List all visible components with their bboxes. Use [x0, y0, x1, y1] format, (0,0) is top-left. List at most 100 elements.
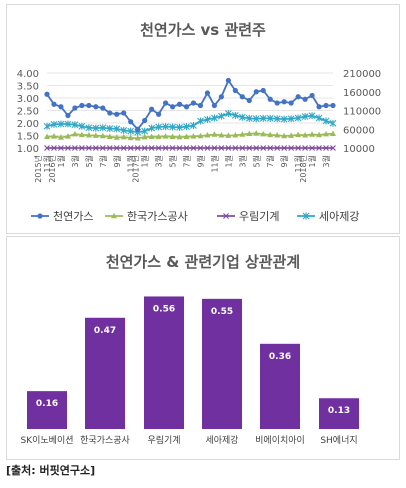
data-point	[190, 122, 197, 129]
data-point	[267, 96, 273, 102]
data-point	[78, 122, 86, 130]
data-point	[183, 123, 190, 131]
bar-value-label: 0.56	[153, 304, 175, 314]
data-point	[169, 133, 176, 139]
x-tick-label: 5월	[251, 155, 261, 167]
x-tick-label: 9월	[279, 155, 289, 167]
data-point	[128, 119, 134, 125]
data-point	[148, 124, 156, 132]
data-point	[295, 94, 301, 100]
data-point	[316, 104, 322, 110]
data-point	[316, 145, 322, 151]
data-point	[92, 124, 100, 132]
data-point	[65, 145, 71, 151]
y-left-tick-label: 2.50	[17, 107, 39, 118]
x-tick-label: 3월	[321, 155, 331, 167]
x-tick-label: 11월	[293, 155, 303, 173]
data-point	[253, 130, 260, 136]
data-point	[288, 145, 295, 151]
bar	[319, 398, 359, 429]
category-label: 세아제강	[205, 435, 238, 446]
data-point	[51, 101, 57, 107]
data-point	[113, 145, 120, 151]
x-tick-label: 3월	[237, 155, 247, 167]
data-point	[106, 133, 113, 139]
legend-label: 천연가스	[53, 209, 93, 223]
data-point	[78, 145, 85, 151]
data-point	[183, 104, 190, 110]
data-point	[197, 145, 204, 151]
data-point	[44, 145, 50, 151]
bar-value-label: 0.55	[211, 307, 233, 317]
data-point	[218, 94, 224, 100]
data-point	[239, 145, 246, 151]
data-point	[253, 145, 260, 151]
line-chart-svg: 4.00 3.503.00 2.502.00 1.501.00 210000 160000…	[17, 69, 381, 223]
y-left-tick-label: 2.00	[17, 119, 39, 130]
data-point	[162, 100, 169, 106]
data-point	[323, 145, 329, 151]
data-point	[218, 145, 225, 151]
y-left-tick-label: 3.00	[17, 94, 39, 105]
y-left-tick-label: 1.50	[17, 132, 39, 143]
data-point	[155, 123, 162, 131]
data-point	[302, 96, 308, 102]
data-point	[120, 133, 127, 140]
y-left-tick-label: 3.50	[17, 82, 39, 93]
bar	[85, 317, 125, 429]
data-point	[58, 145, 64, 151]
data-point	[316, 131, 323, 138]
data-point	[148, 145, 155, 151]
bar-value-label: 0.16	[36, 399, 58, 409]
source-note: [출처: 버핏연구소]	[6, 464, 96, 477]
category-label: 비에이치아이	[255, 434, 305, 446]
data-point	[51, 145, 57, 151]
x-tick-label: 9월	[195, 155, 205, 167]
data-point	[225, 145, 232, 151]
legend-item-3: 세아제강	[297, 210, 359, 223]
data-point	[85, 132, 92, 138]
data-point	[162, 145, 169, 151]
data-point	[99, 124, 107, 132]
data-point	[260, 87, 266, 94]
legend-item-2: 우림기계	[217, 210, 279, 223]
legend-label: 세아제강	[319, 210, 359, 223]
data-point	[127, 127, 135, 135]
data-point	[183, 133, 190, 139]
data-point	[121, 110, 127, 116]
data-point	[274, 145, 281, 151]
data-point	[155, 145, 162, 151]
data-point	[113, 134, 120, 140]
data-point	[281, 132, 288, 139]
data-point	[218, 112, 225, 120]
data-point	[134, 145, 141, 151]
data-point	[127, 145, 134, 151]
y-right-tick-label: 110000	[343, 107, 381, 118]
legend-item-1: 한국가스공사	[105, 210, 188, 223]
data-point	[141, 133, 148, 140]
data-point	[259, 114, 267, 122]
data-point	[99, 145, 106, 151]
data-point	[169, 104, 176, 110]
data-point	[218, 132, 225, 138]
bar-value-label: 0.47	[94, 326, 116, 336]
data-point	[58, 104, 64, 110]
data-point	[232, 145, 239, 151]
data-point	[281, 145, 288, 151]
x-group-label: 2018년	[298, 155, 308, 183]
data-point	[274, 132, 281, 138]
data-point	[57, 120, 65, 128]
data-point	[204, 145, 211, 151]
data-point	[156, 111, 162, 117]
data-point	[288, 100, 294, 106]
data-point	[225, 77, 231, 84]
data-point	[211, 131, 218, 137]
data-point	[100, 105, 106, 111]
data-point	[72, 105, 78, 111]
data-point	[309, 131, 316, 137]
data-point	[267, 145, 274, 151]
data-point	[322, 117, 330, 125]
category-label: SH에너지	[320, 435, 357, 446]
bar-value-label: 0.36	[269, 352, 291, 362]
data-point	[323, 130, 330, 137]
